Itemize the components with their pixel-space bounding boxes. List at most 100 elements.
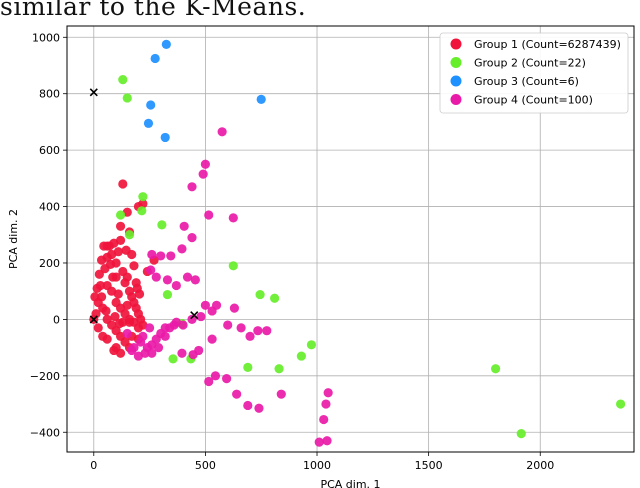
data-point	[138, 199, 148, 209]
x-axis-ticks: 0 500 1000 1500 2000	[90, 452, 554, 472]
y-tick-label: 200	[39, 257, 60, 270]
data-point	[168, 354, 178, 364]
data-point	[321, 399, 331, 409]
y-tick-label: 1000	[32, 31, 60, 44]
data-point	[616, 399, 626, 409]
data-point	[143, 118, 154, 128]
data-point	[187, 232, 197, 243]
data-point	[146, 100, 156, 110]
legend-marker	[450, 57, 462, 68]
data-point	[171, 280, 181, 291]
data-point	[232, 389, 242, 399]
y-axis-label: PCA dim. 2	[7, 209, 20, 269]
data-point	[113, 247, 123, 257]
data-point	[228, 213, 238, 223]
data-point	[200, 159, 211, 169]
data-point	[256, 94, 266, 104]
centroid-markers	[89, 88, 199, 324]
data-point	[114, 319, 125, 329]
data-point	[171, 317, 181, 327]
data-point	[147, 348, 157, 358]
data-point	[121, 245, 131, 255]
legend-item: Group 1 (Count=6287439)	[450, 38, 621, 51]
data-point	[319, 414, 329, 425]
data-point	[160, 132, 170, 143]
data-point	[95, 280, 106, 291]
data-point	[122, 300, 132, 310]
data-point	[306, 340, 317, 350]
centroid-marker	[89, 88, 98, 97]
data-point	[222, 374, 232, 384]
legend-label: Group 3 (Count=6)	[474, 75, 579, 88]
data-point	[115, 210, 126, 220]
data-point	[124, 230, 135, 240]
data-point	[122, 272, 132, 282]
data-point	[122, 328, 132, 339]
data-point	[101, 306, 111, 316]
data-point	[187, 182, 197, 192]
data-point	[105, 259, 116, 269]
data-point	[190, 275, 200, 285]
legend-box	[439, 32, 629, 114]
data-point	[98, 331, 108, 341]
y-tick-label: 0	[53, 313, 60, 326]
legend-item: Group 3 (Count=6)	[450, 75, 579, 88]
x-tick-label: 0	[90, 459, 97, 472]
data-point	[91, 309, 101, 319]
y-tick-label: 400	[39, 201, 60, 214]
data-point	[196, 311, 206, 322]
data-point	[151, 272, 161, 282]
data-point	[516, 429, 526, 439]
y-axis-ticks: −400 −200 0 200 400 600 800 1000	[30, 31, 67, 439]
data-point	[262, 326, 272, 336]
data-point	[194, 345, 204, 356]
data-point	[90, 292, 100, 302]
data-point	[228, 261, 238, 271]
data-point	[129, 261, 139, 271]
y-tick-label: −400	[30, 426, 60, 439]
data-point	[198, 169, 208, 179]
legend-item: Group 4 (Count=100)	[450, 94, 593, 107]
data-point	[207, 334, 217, 344]
data-point	[177, 348, 187, 358]
data-point	[255, 289, 265, 300]
series-2	[115, 75, 626, 439]
data-point	[133, 351, 144, 361]
data-point	[243, 400, 253, 411]
data-point	[115, 348, 126, 358]
data-point	[322, 436, 332, 446]
data-point	[490, 364, 501, 374]
data-point	[127, 345, 137, 356]
data-point	[323, 388, 333, 398]
legend-item: Group 2 (Count=22)	[450, 57, 586, 70]
legend-marker	[450, 75, 462, 87]
data-point	[118, 179, 128, 189]
centroid-marker	[89, 315, 98, 324]
data-point	[162, 289, 173, 300]
data-point	[223, 320, 233, 330]
legend-label: Group 4 (Count=100)	[474, 94, 593, 107]
plot-frame	[66, 25, 635, 453]
data-point	[160, 331, 170, 341]
data-point	[150, 53, 160, 64]
data-point	[314, 437, 324, 447]
data-point	[253, 326, 263, 336]
data-point	[137, 206, 147, 216]
y-tick-label: 600	[39, 144, 60, 157]
data-point	[133, 323, 144, 333]
data-point	[115, 235, 126, 246]
x-tick-label: 1500	[415, 459, 443, 472]
data-point	[217, 127, 227, 137]
series-1	[89, 179, 159, 358]
legend-marker	[450, 38, 462, 50]
x-tick-label: 2000	[526, 459, 554, 472]
data-point	[245, 331, 255, 341]
series-4	[122, 127, 333, 447]
data-point	[162, 275, 173, 285]
data-point	[113, 289, 123, 299]
data-point	[187, 314, 197, 325]
data-point	[118, 75, 128, 85]
data-point	[236, 323, 246, 333]
data-point	[204, 210, 214, 220]
